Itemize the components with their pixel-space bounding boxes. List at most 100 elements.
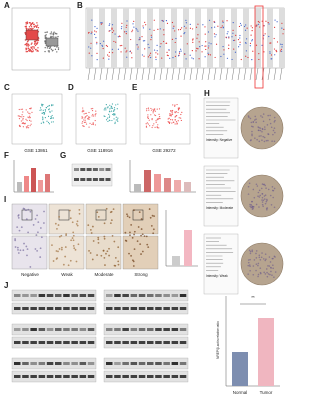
dot — [20, 120, 22, 122]
band — [79, 362, 87, 365]
cell — [102, 249, 105, 252]
band — [163, 307, 170, 310]
cell — [257, 262, 260, 265]
dot — [121, 26, 123, 28]
dot — [117, 120, 119, 122]
band — [99, 178, 105, 181]
dot — [96, 41, 98, 43]
cell — [273, 140, 276, 143]
dot — [153, 49, 156, 51]
dot — [136, 44, 138, 46]
cell — [72, 244, 75, 247]
dot — [106, 54, 109, 56]
cell — [104, 264, 106, 266]
dot — [25, 126, 27, 128]
cell — [78, 208, 81, 211]
dot — [132, 23, 134, 25]
page: A B C D E F G H I J GSE 13861 GSE 118916… — [4, 1, 285, 396]
band — [163, 375, 170, 378]
dot — [25, 51, 27, 53]
dot — [176, 123, 178, 125]
cell — [140, 228, 143, 230]
band — [147, 362, 154, 365]
cell — [247, 259, 250, 261]
zoom-box — [95, 209, 107, 221]
dot — [27, 127, 30, 129]
cell — [20, 226, 23, 229]
dot — [157, 118, 159, 120]
dot — [113, 113, 115, 115]
dot — [113, 109, 115, 111]
dot — [94, 119, 96, 122]
cell — [43, 222, 45, 224]
dot — [54, 48, 57, 51]
dot — [158, 116, 161, 118]
dot — [169, 121, 171, 123]
cell — [22, 207, 25, 210]
dot — [198, 58, 200, 60]
dot — [220, 26, 222, 29]
dot — [105, 109, 107, 111]
dot — [178, 52, 181, 54]
dot — [119, 35, 121, 38]
dot — [240, 58, 242, 61]
band — [80, 178, 86, 181]
dot — [275, 50, 277, 52]
stripe — [159, 8, 165, 68]
dot — [111, 28, 113, 30]
dot — [208, 45, 210, 47]
dot — [270, 42, 272, 44]
dot — [23, 115, 25, 118]
cell — [40, 236, 43, 239]
dot — [103, 109, 105, 111]
dot — [151, 126, 153, 129]
dot — [186, 43, 188, 45]
dot — [168, 117, 170, 119]
dot — [113, 107, 116, 109]
dot — [227, 31, 229, 33]
dot — [170, 119, 172, 121]
stripe — [135, 8, 141, 68]
cell — [269, 122, 272, 125]
dot — [233, 48, 235, 50]
dot — [149, 125, 151, 127]
stripe — [123, 8, 129, 68]
plot-frame — [75, 93, 127, 145]
stripe — [231, 8, 237, 68]
band — [138, 362, 146, 365]
cell — [272, 257, 274, 260]
dot — [126, 56, 128, 58]
ihc-core — [240, 242, 284, 286]
dot — [82, 125, 84, 127]
cell — [152, 232, 155, 235]
dot — [154, 110, 156, 112]
dot — [135, 27, 137, 30]
cell — [249, 269, 251, 272]
cell — [62, 263, 65, 266]
zoom-box — [58, 209, 70, 221]
cell — [148, 208, 151, 210]
dot — [208, 19, 211, 21]
dot — [27, 111, 29, 113]
band — [130, 341, 138, 344]
dot — [48, 51, 50, 53]
dot — [104, 115, 106, 118]
dot — [174, 112, 176, 114]
dot — [42, 119, 44, 121]
cell — [64, 255, 67, 258]
dot — [95, 37, 97, 39]
band — [130, 307, 138, 310]
cell — [138, 211, 141, 214]
dot — [93, 33, 96, 36]
dot — [147, 114, 149, 116]
cell — [22, 249, 25, 252]
dot — [26, 21, 29, 23]
band — [92, 168, 98, 171]
cell — [43, 210, 45, 213]
dot — [42, 121, 44, 123]
cell — [147, 246, 150, 249]
dot — [144, 40, 146, 42]
dot — [125, 26, 127, 28]
dot — [142, 27, 145, 29]
cell — [251, 206, 254, 208]
